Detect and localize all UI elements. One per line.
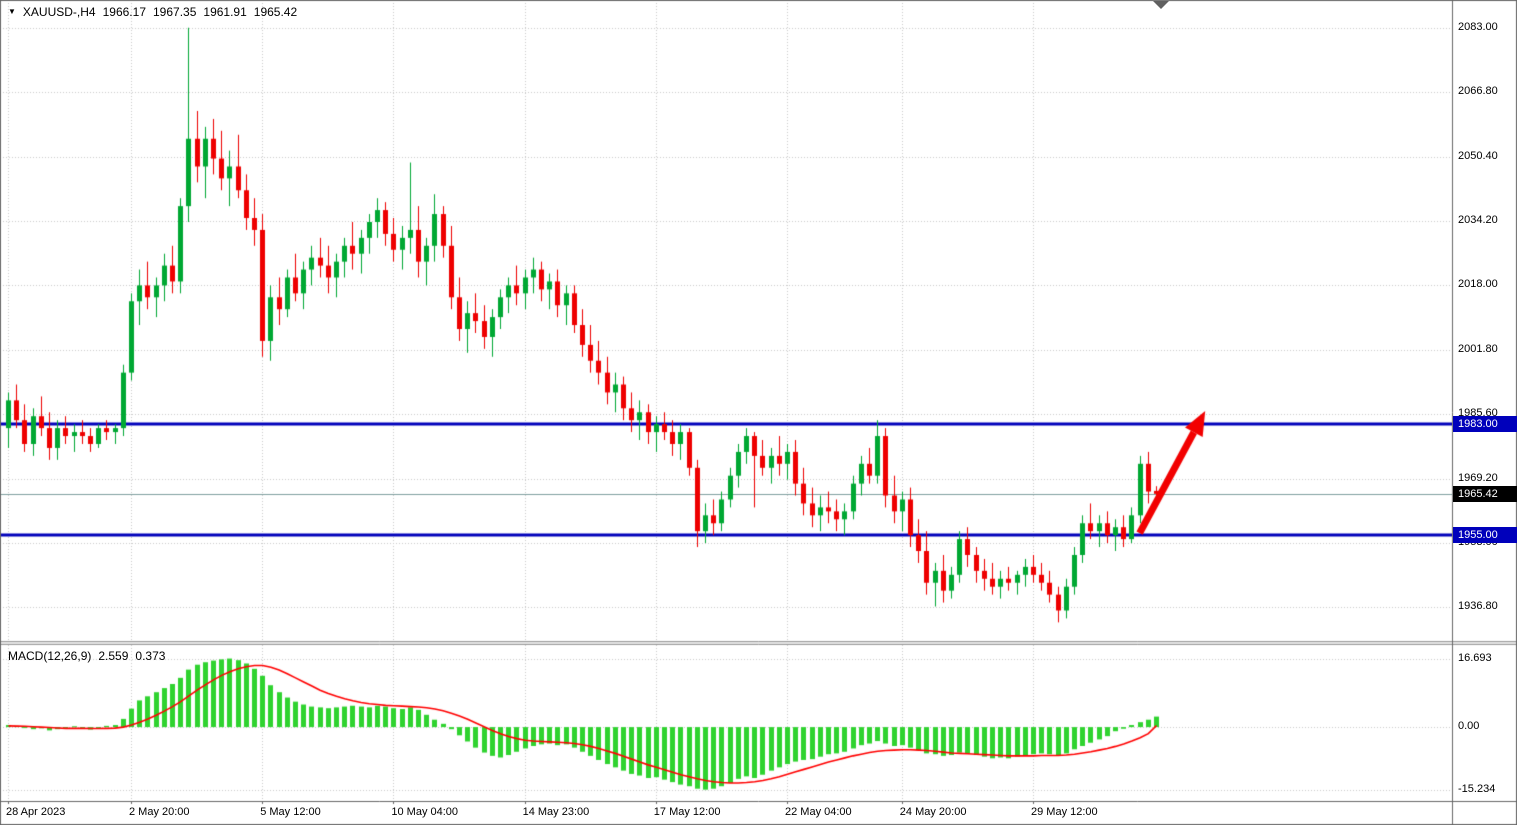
price-axis-label: 2083.00 bbox=[1458, 20, 1498, 33]
time-axis-label: 5 May 12:00 bbox=[260, 806, 321, 818]
price-axis-label: 2001.80 bbox=[1458, 342, 1498, 355]
price-axis-label: 1985.60 bbox=[1458, 406, 1498, 419]
collapse-subwindow-icon[interactable]: ▼ bbox=[8, 7, 16, 16]
price-axis-label: 2066.80 bbox=[1458, 84, 1498, 97]
price-axis-label: 2034.20 bbox=[1458, 214, 1498, 227]
price-axis-label: 2050.40 bbox=[1458, 149, 1498, 162]
price-axis-label: 1936.80 bbox=[1458, 600, 1498, 613]
macd-signal-value: 0.373 bbox=[135, 649, 166, 663]
time-axis-label: 17 May 12:00 bbox=[653, 806, 721, 818]
time-axis-label: 22 May 04:00 bbox=[785, 806, 852, 818]
price-axis-label: 1969.20 bbox=[1458, 471, 1498, 484]
ohlc-open-value: 1966.17 bbox=[102, 5, 146, 19]
time-axis-label: 28 Apr 2023 bbox=[6, 806, 66, 818]
time-axis-label: 2 May 20:00 bbox=[129, 806, 190, 818]
time-axis-label: 24 May 20:00 bbox=[899, 806, 967, 818]
symbol-period-label: XAUUSD-,H4 bbox=[22, 5, 96, 19]
chart-shift-marker-icon[interactable] bbox=[1153, 1, 1169, 9]
time-axis-label: 14 May 23:00 bbox=[522, 806, 590, 818]
chart-title-bar: ▼ XAUUSD-,H4 1966.17 1967.35 1961.91 196… bbox=[8, 5, 297, 19]
price-axis-label: 2018.00 bbox=[1458, 278, 1498, 291]
ohlc-close-value: 1965.42 bbox=[253, 5, 298, 19]
resistance-price-badge: 1983.00 bbox=[1453, 416, 1517, 433]
current-price-badge: 1965.42 bbox=[1453, 485, 1517, 502]
macd-axis-label: -15.234 bbox=[1458, 782, 1496, 795]
time-axis[interactable] bbox=[0, 801, 1517, 825]
ohlc-high-value: 1967.35 bbox=[153, 5, 197, 19]
macd-indicator-label: MACD(12,26,9) 2.559 0.373 bbox=[8, 649, 165, 663]
ohlc-low-value: 1961.91 bbox=[203, 5, 247, 19]
support-price-badge: 1955.00 bbox=[1453, 527, 1517, 544]
price-axis[interactable] bbox=[1453, 0, 1517, 801]
time-axis-label: 10 May 04:00 bbox=[391, 806, 459, 818]
macd-main-value: 2.559 bbox=[98, 649, 129, 663]
time-axis-label: 29 May 12:00 bbox=[1031, 806, 1098, 818]
pane-divider[interactable] bbox=[0, 641, 1517, 645]
macd-axis-label: 0.00 bbox=[1458, 720, 1480, 733]
macd-name-label: MACD(12,26,9) bbox=[8, 649, 92, 663]
macd-axis-label: 16.693 bbox=[1458, 651, 1492, 664]
